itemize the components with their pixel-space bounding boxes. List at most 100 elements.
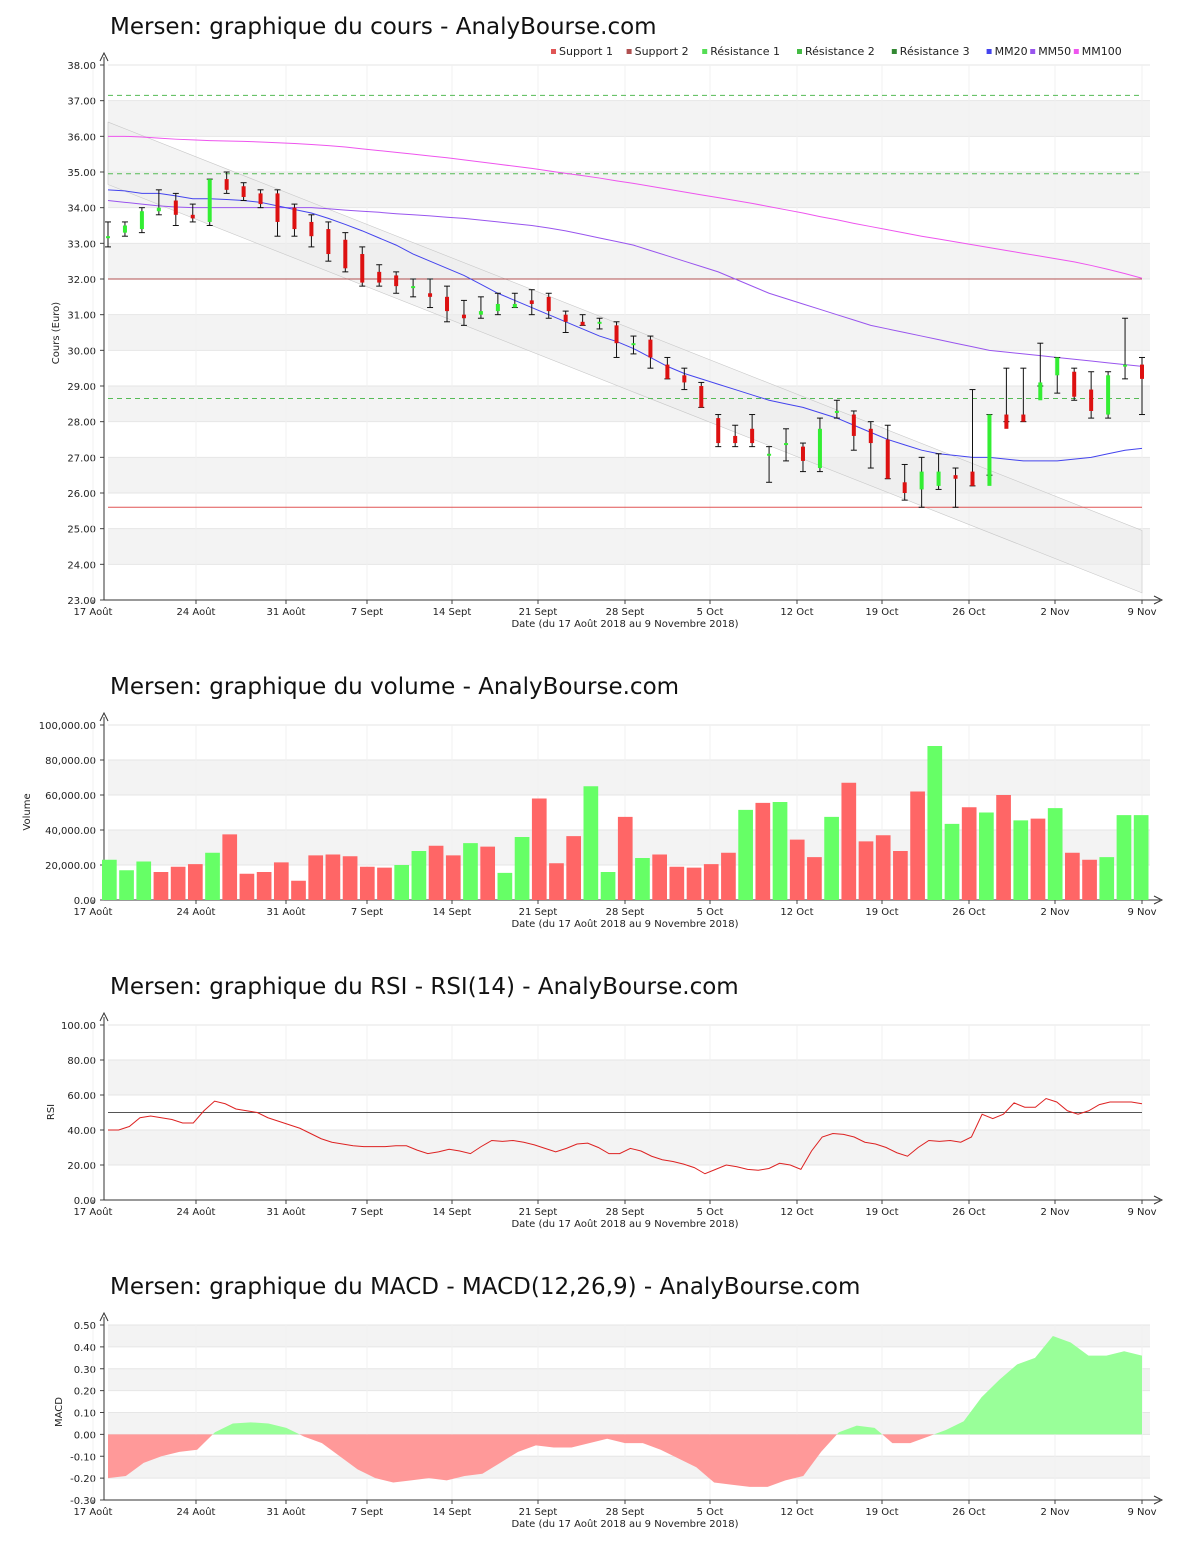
- price-candle-body: [936, 471, 941, 486]
- legend-label-4: Résistance 3: [900, 45, 970, 58]
- volume-y-tick-label: 60,000.00: [45, 791, 96, 802]
- price-y-tick-label: 26.00: [67, 489, 96, 500]
- macd-x-tick-label: 9 Nov: [1127, 1507, 1156, 1518]
- price-candle-body: [682, 375, 687, 383]
- price-y-tick-label: 38.00: [67, 61, 96, 72]
- price-candle-body: [1106, 375, 1111, 415]
- rsi-y-tick-label: 0.00: [74, 1196, 96, 1207]
- price-candle-body: [360, 254, 365, 283]
- volume-bar: [549, 863, 564, 900]
- rsi-y-tick-label: 80.00: [67, 1056, 96, 1067]
- price-candle-body: [699, 386, 704, 408]
- rsi-y-tick-label: 60.00: [67, 1091, 96, 1102]
- macd-y-tick-label: -0.30: [70, 1496, 96, 1507]
- price-x-tick-label: 14 Sept: [433, 607, 472, 618]
- volume-bar: [824, 816, 839, 900]
- price-candle-body: [343, 239, 348, 269]
- legend-label-0: Support 1: [559, 45, 613, 58]
- macd-x-tick-label: 7 Sept: [351, 1507, 383, 1518]
- price-candle-body: [156, 207, 161, 212]
- price-candle-body: [648, 339, 653, 358]
- price-y-tick-label: 37.00: [67, 97, 96, 108]
- price-y-tick-label: 36.00: [67, 132, 96, 143]
- volume-bar: [428, 845, 444, 900]
- volume-bar: [1065, 852, 1080, 900]
- volume-bar: [119, 870, 134, 900]
- price-candle-body: [767, 453, 772, 456]
- price-candle-body: [1123, 364, 1128, 367]
- price-x-tick-label: 21 Sept: [519, 607, 558, 618]
- price-candle-body: [597, 321, 602, 324]
- macd-x-axis-label: Date (du 17 Août 2018 au 9 Novembre 2018…: [511, 1518, 738, 1530]
- rsi-x-tick-label: 9 Nov: [1127, 1207, 1156, 1218]
- price-x-tick-label: 24 Août: [177, 606, 216, 618]
- volume-chart-title: Mersen: graphique du volume - AnalyBours…: [110, 674, 679, 700]
- volume-bar: [944, 823, 960, 900]
- price-grid-band: [108, 100, 1150, 137]
- volume-bar: [308, 855, 324, 900]
- volume-x-tick-label: 2 Nov: [1040, 907, 1069, 918]
- price-y-tick-label: 28.00: [67, 418, 96, 429]
- rsi-y-axis-label: RSI: [46, 1104, 57, 1120]
- legend-label-2: Résistance 1: [710, 45, 780, 58]
- price-candle-body: [139, 211, 144, 230]
- volume-x-tick-label: 9 Nov: [1127, 907, 1156, 918]
- price-candle-body: [546, 296, 551, 312]
- volume-bar: [325, 854, 341, 900]
- price-candle-body: [817, 428, 822, 469]
- macd-x-tick-label: 19 Oct: [865, 1507, 898, 1518]
- volume-bar: [721, 852, 736, 900]
- volume-bar: [979, 812, 994, 900]
- price-candle-body: [241, 186, 246, 197]
- rsi-x-tick-label: 21 Sept: [519, 1207, 558, 1218]
- legend-swatch-5: [986, 49, 992, 54]
- volume-bar: [961, 807, 977, 900]
- price-candle-body: [851, 414, 856, 436]
- volume-bar: [377, 867, 392, 900]
- price-candle-body: [733, 435, 738, 444]
- macd-x-tick-label: 17 Août: [74, 1506, 113, 1518]
- rsi-x-axis-arrow: [1153, 1195, 1164, 1205]
- price-candle-body: [580, 321, 585, 326]
- legend-swatch-6: [1030, 49, 1036, 54]
- macd-y-tick-label: -0.20: [70, 1474, 96, 1485]
- legend-swatch-2: [702, 49, 708, 54]
- volume-grid-band: [108, 760, 1150, 795]
- price-candle-body: [631, 343, 636, 346]
- price-candle-body: [750, 428, 755, 444]
- volume-bar: [910, 791, 925, 900]
- price-x-tick-label: 9 Nov: [1127, 607, 1156, 618]
- price-y-tick-label: 27.00: [67, 453, 96, 464]
- volume-x-tick-label: 7 Sept: [351, 907, 383, 918]
- volume-x-tick-label: 12 Oct: [780, 907, 813, 918]
- volume-bar: [1047, 808, 1063, 900]
- volume-bar: [1013, 820, 1029, 900]
- legend-label-3: Résistance 2: [805, 45, 875, 58]
- macd-y-tick-label: 0.30: [74, 1365, 96, 1376]
- volume-bar: [480, 846, 496, 900]
- volume-bar: [102, 859, 117, 900]
- volume-bar: [583, 786, 599, 900]
- price-candle-body: [224, 179, 229, 190]
- chart-marks: 23.00 24.00 25.00 26.00 27.00 28.00 29.00 30.00…: [39, 45, 1164, 1518]
- price-candle-body: [1089, 389, 1094, 411]
- macd-chart-title: Mersen: graphique du MACD - MACD(12,26,9…: [110, 1274, 860, 1300]
- macd-grid-band: [108, 1368, 1150, 1391]
- volume-bar: [841, 782, 857, 900]
- price-candle-body: [411, 286, 416, 289]
- price-x-axis-arrow: [1153, 595, 1164, 605]
- rsi-x-tick-label: 7 Sept: [351, 1207, 383, 1218]
- volume-x-tick-label: 21 Sept: [519, 907, 558, 918]
- rsi-x-tick-label: 26 Oct: [952, 1207, 985, 1218]
- price-candle-body: [428, 293, 433, 297]
- macd-negative-area: [108, 1434, 1142, 1487]
- volume-bar: [153, 872, 169, 900]
- volume-x-tick-label: 14 Sept: [433, 907, 472, 918]
- price-y-tick-label: 25.00: [67, 525, 96, 536]
- price-y-tick-label: 35.00: [67, 168, 96, 179]
- price-x-tick-label: 12 Oct: [780, 607, 813, 618]
- price-candle-body: [478, 311, 483, 315]
- volume-x-axis-label: Date (du 17 Août 2018 au 9 Novembre 2018…: [511, 918, 738, 930]
- price-candle-body: [1021, 414, 1026, 422]
- volume-x-axis-arrow: [1153, 895, 1164, 905]
